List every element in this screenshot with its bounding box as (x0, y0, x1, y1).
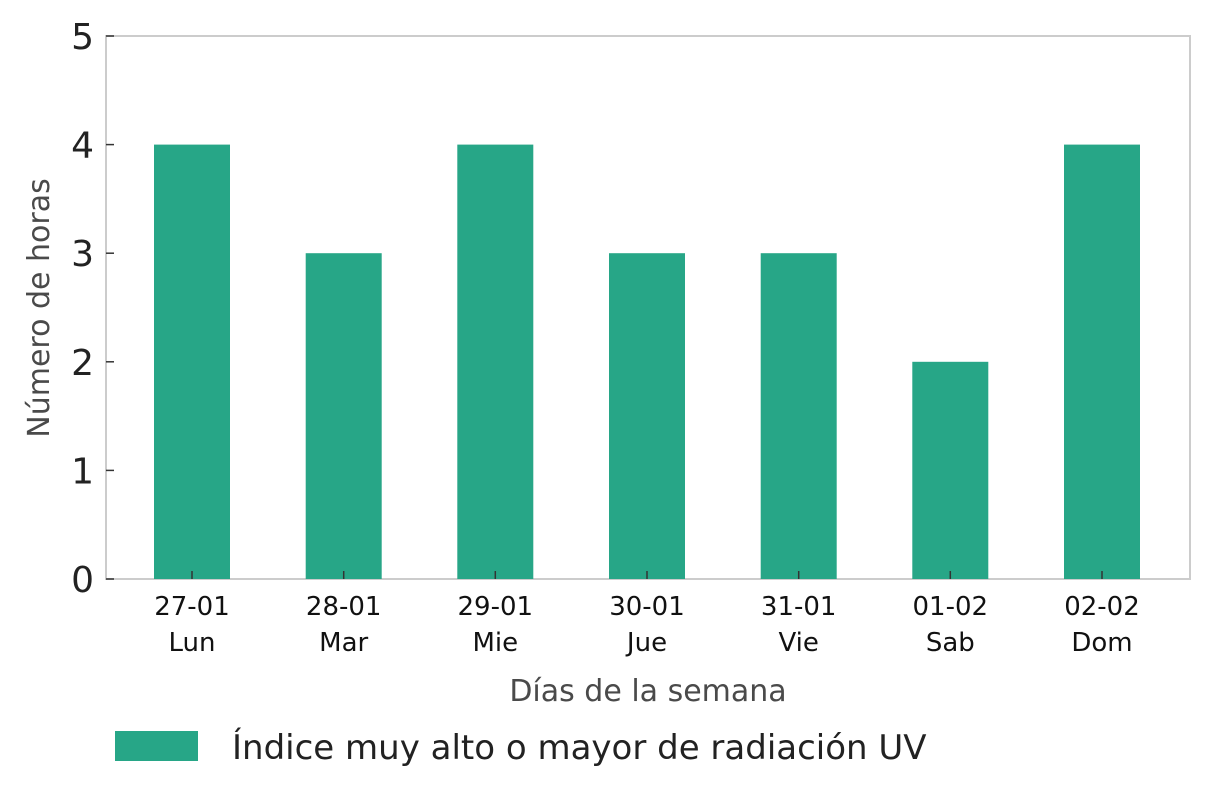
bar (457, 144, 534, 579)
x-tick-label: Jue (625, 628, 667, 658)
y-axis-title: Número de horas (22, 178, 57, 437)
x-tick-label: Dom (1071, 628, 1132, 658)
legend-label: Índice muy alto o mayor de radiación UV (232, 727, 927, 768)
x-tick-label: 30-01 (609, 592, 685, 622)
y-tick-label: 3 (71, 234, 94, 275)
bar (154, 144, 230, 579)
y-tick-label: 1 (71, 451, 94, 492)
legend-swatch (115, 731, 198, 761)
y-axis: 0 1 2 3 4 5 (71, 17, 114, 601)
x-tick-label: 02-02 (1064, 592, 1140, 622)
x-tick-label: 01-02 (913, 592, 989, 622)
x-axis: 27-01 Lun 28-01 Mar 29-01 Mie 30-01 Jue 31-01 Vie… (154, 571, 1140, 658)
x-tick-label: Mar (319, 628, 368, 658)
y-tick-label: 2 (71, 343, 94, 384)
y-tick-label: 5 (71, 17, 94, 58)
x-tick-label: 28-01 (306, 592, 382, 622)
x-tick-label: Lun (169, 628, 216, 658)
x-tick-label: 29-01 (458, 592, 534, 622)
x-tick-label: 31-01 (761, 592, 837, 622)
bar (305, 253, 382, 579)
bar (609, 253, 685, 579)
y-tick-label: 4 (71, 126, 94, 167)
legend: Índice muy alto o mayor de radiación UV (115, 727, 927, 768)
x-tick-label: 27-01 (154, 592, 230, 622)
bars-layer (154, 144, 1140, 579)
bar (760, 253, 837, 579)
x-tick-label: Mie (472, 628, 518, 658)
x-tick-label: Vie (778, 628, 818, 658)
x-tick-label: Sab (926, 628, 975, 658)
bar (1064, 144, 1140, 579)
y-tick-label: 0 (71, 560, 94, 601)
x-axis-title: Días de la semana (509, 674, 786, 709)
bar (912, 361, 989, 579)
